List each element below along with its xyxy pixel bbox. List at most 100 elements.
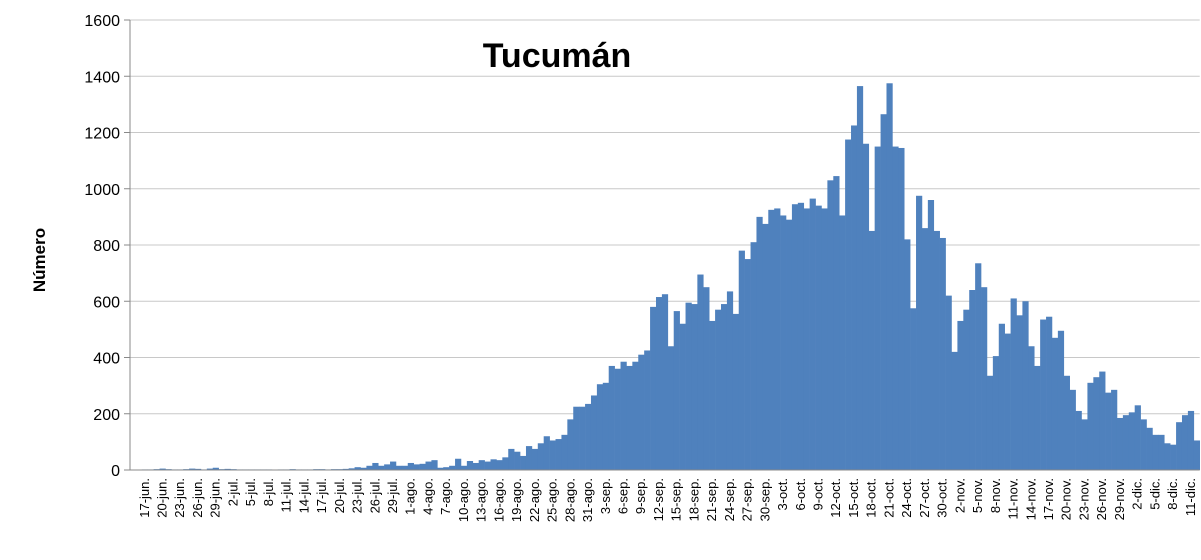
bar xyxy=(366,466,372,470)
x-tick-label: 2-nov. xyxy=(952,478,967,513)
bar xyxy=(632,362,638,470)
bar xyxy=(597,384,603,470)
x-tick-label: 15-oct. xyxy=(846,478,861,518)
y-tick-label: 1200 xyxy=(84,126,120,143)
bar xyxy=(544,436,550,470)
x-tick-label: 24-sep. xyxy=(722,478,737,521)
x-tick-label: 31-ago. xyxy=(580,478,595,522)
bar xyxy=(774,208,780,470)
bar xyxy=(496,460,502,470)
bar xyxy=(1005,334,1011,470)
bar xyxy=(591,395,597,470)
x-tick-label: 11-jul. xyxy=(279,478,294,512)
bar xyxy=(396,466,402,470)
bar xyxy=(680,324,686,470)
bar xyxy=(1141,419,1147,470)
x-tick-label: 21-oct. xyxy=(881,478,896,518)
x-tick-label: 16-ago. xyxy=(491,478,506,522)
x-tick-label: 26-nov. xyxy=(1094,478,1109,520)
bar xyxy=(502,457,508,470)
bar xyxy=(745,259,751,470)
bar xyxy=(449,466,455,470)
bar xyxy=(491,459,497,470)
x-tick-label: 18-sep. xyxy=(686,478,701,521)
bar xyxy=(810,199,816,470)
x-tick-label: 14-jul. xyxy=(296,478,311,513)
y-tick-label: 1400 xyxy=(84,69,120,86)
bar xyxy=(1129,412,1135,470)
x-tick-label: 11-nov. xyxy=(1006,478,1021,519)
x-tick-label: 20-nov. xyxy=(1059,478,1074,520)
x-tick-label: 6-oct. xyxy=(793,478,808,511)
x-tick-label: 10-ago. xyxy=(456,478,471,522)
bar xyxy=(431,460,437,470)
bar xyxy=(686,303,692,470)
bar xyxy=(473,463,479,470)
bar xyxy=(1046,317,1052,470)
bar xyxy=(408,463,414,470)
x-tick-label: 24-oct. xyxy=(899,478,914,518)
x-tick-label: 5-nov. xyxy=(970,478,985,513)
bar xyxy=(804,208,810,470)
bar xyxy=(922,228,928,470)
bar xyxy=(1052,338,1058,470)
bar xyxy=(1058,331,1064,470)
bar xyxy=(650,307,656,470)
x-tick-label: 6-sep. xyxy=(615,478,630,514)
x-tick-label: 18-oct. xyxy=(864,478,879,518)
bar xyxy=(1011,298,1017,470)
bar xyxy=(467,461,473,470)
bar xyxy=(697,275,703,470)
x-tick-label: 8-nov. xyxy=(988,478,1003,513)
x-tick-label: 30-oct. xyxy=(935,478,950,518)
bar xyxy=(532,449,538,470)
bar xyxy=(987,376,993,470)
x-tick-label: 12-oct. xyxy=(828,478,843,518)
bar xyxy=(402,466,408,470)
bar xyxy=(969,290,975,470)
bar xyxy=(1087,383,1093,470)
bar xyxy=(603,383,609,470)
bar xyxy=(816,206,822,470)
x-tick-label: 5-dic. xyxy=(1147,478,1162,510)
y-tick-label: 400 xyxy=(93,351,120,368)
bar xyxy=(1194,440,1200,470)
bar xyxy=(928,200,934,470)
bar xyxy=(508,449,514,470)
x-tick-label: 27-oct. xyxy=(917,478,932,518)
bar xyxy=(721,304,727,470)
bar xyxy=(1017,315,1023,470)
bar xyxy=(886,83,892,470)
x-tick-label: 29-jun. xyxy=(208,478,223,518)
bar xyxy=(1164,443,1170,470)
bar xyxy=(863,144,869,470)
x-tick-label: 9-oct. xyxy=(811,478,826,511)
bar xyxy=(1105,393,1111,470)
x-tick-label: 29-jul. xyxy=(385,478,400,513)
bar xyxy=(833,176,839,470)
bar xyxy=(662,294,668,470)
bar xyxy=(727,291,733,470)
bar xyxy=(656,297,662,470)
bar xyxy=(573,407,579,470)
bar xyxy=(703,287,709,470)
bar xyxy=(963,310,969,470)
y-tick-label: 1000 xyxy=(84,182,120,199)
bar xyxy=(638,355,644,470)
bar xyxy=(1028,346,1034,470)
x-tick-label: 12-sep. xyxy=(651,478,666,521)
bar xyxy=(1093,377,1099,470)
x-tick-label: 7-ago. xyxy=(438,478,453,515)
bar xyxy=(420,464,426,470)
bar xyxy=(1117,418,1123,470)
bar xyxy=(561,435,567,470)
bar xyxy=(756,217,762,470)
x-tick-label: 20-jun. xyxy=(155,478,170,518)
bar xyxy=(875,147,881,470)
x-tick-label: 3-oct. xyxy=(775,478,790,511)
bar xyxy=(916,196,922,470)
x-tick-label: 23-nov. xyxy=(1076,478,1091,520)
y-tick-label: 1600 xyxy=(84,13,120,30)
bar xyxy=(762,224,768,470)
bar xyxy=(1082,419,1088,470)
